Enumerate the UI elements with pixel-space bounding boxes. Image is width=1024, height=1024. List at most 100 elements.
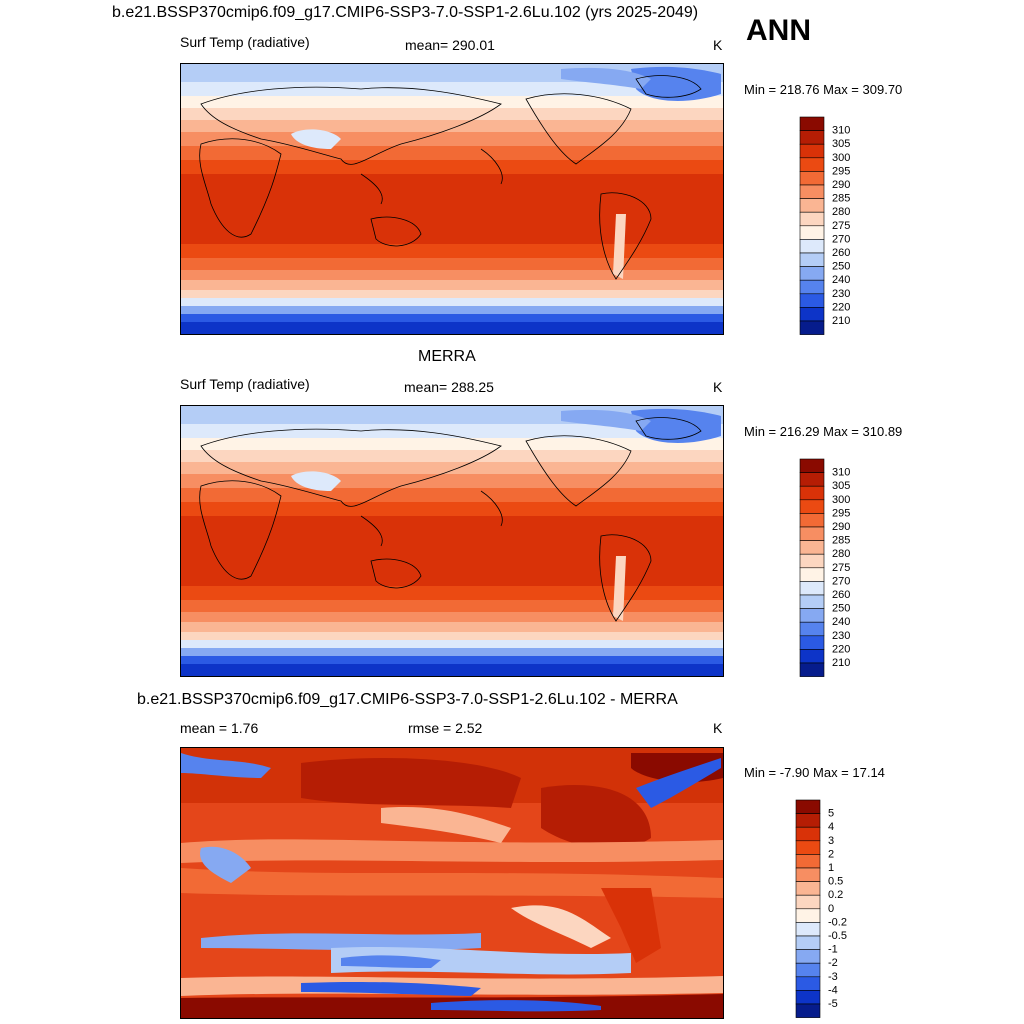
figure-title: b.e21.BSSP370cmip6.f09_g17.CMIP6-SSP3-7.… [112, 4, 699, 21]
colorbar-swatch [799, 130, 825, 145]
colorbar-swatch [795, 949, 821, 964]
colorbar-tick-label: 230 [832, 288, 850, 300]
colorbar-tick-label: 305 [832, 138, 850, 150]
colorbar-tick-label: 3 [828, 835, 834, 847]
colorbar-tick-label: 0.5 [828, 876, 843, 888]
colorbar-tick-label: 270 [832, 575, 850, 587]
panel1-mean-label: mean= 290.01 [405, 37, 495, 53]
colorbar-swatch [795, 894, 821, 910]
panel2-variable-label: Surf Temp (radiative) [180, 376, 310, 392]
colorbar-swatch [799, 567, 825, 582]
colorbar-swatch [799, 662, 825, 677]
colorbar-tick-label: 210 [832, 657, 850, 669]
colorbar-tick-label: 220 [832, 301, 850, 313]
colorbar-tick-label: 4 [828, 821, 834, 833]
colorbar-swatch [799, 211, 825, 227]
colorbar-tick-label: 5 [828, 808, 834, 820]
colorbar-tick-label: 305 [832, 480, 850, 492]
colorbar-swatch [799, 553, 825, 569]
colorbar-tick-label: -4 [828, 984, 838, 996]
colorbar-tick-label: 260 [832, 589, 850, 601]
colorbar-swatch [799, 239, 825, 254]
colorbar-tick-label: 260 [832, 247, 850, 259]
panel3-map-field [181, 748, 723, 1018]
panel1-minmax-label: Min = 218.76 Max = 309.70 [744, 82, 903, 97]
colorbar-swatch [799, 540, 825, 555]
colorbar-tick-label: -2 [828, 957, 838, 969]
colorbar-tick-label: 2 [828, 848, 834, 860]
colorbar-swatch [799, 252, 825, 267]
colorbar-swatch [799, 198, 825, 213]
panel2-title: MERRA [418, 348, 476, 365]
panel2-mean-label: mean= 288.25 [404, 379, 494, 395]
colorbar-swatch [795, 867, 821, 882]
colorbar-swatch [799, 608, 825, 623]
colorbar-tick-label: 310 [832, 125, 850, 137]
colorbar-tick-label: -0.2 [828, 916, 847, 928]
colorbar-tick-label: 275 [832, 220, 850, 232]
colorbar-swatch [799, 621, 825, 637]
colorbar-swatch [799, 499, 825, 514]
colorbar-swatch [795, 922, 821, 937]
colorbar-swatch [795, 908, 821, 923]
colorbar-tick-label: 285 [832, 193, 850, 205]
panel3-minmax-label: Min = -7.90 Max = 17.14 [744, 765, 885, 780]
colorbar-tick-label: 0 [828, 903, 834, 915]
colorbar-tick-label: 300 [832, 494, 850, 506]
panel2-map [180, 405, 724, 677]
colorbar-tick-label: 290 [832, 521, 850, 533]
colorbar-tick-label: 295 [832, 507, 850, 519]
colorbar-swatch [799, 157, 825, 172]
colorbar-tick-label: -5 [828, 998, 838, 1010]
colorbar-tick-label: 1 [828, 862, 834, 874]
colorbar-swatch [799, 143, 825, 159]
colorbar-swatch [799, 266, 825, 281]
colorbar-tick-label: 310 [832, 467, 850, 479]
colorbar-tick-label: -0.5 [828, 930, 847, 942]
panel3-units-label: K [713, 720, 723, 736]
panel3-rmse-label: rmse = 2.52 [408, 720, 483, 736]
colorbar-swatch [799, 171, 825, 186]
colorbar-swatch [795, 813, 821, 828]
colorbar-swatch [799, 320, 825, 335]
panel2-minmax-label: Min = 216.29 Max = 310.89 [744, 424, 903, 439]
colorbar-tick-label: 0.2 [828, 889, 843, 901]
colorbar-tick-label: 270 [832, 233, 850, 245]
colorbar-tick-label: 250 [832, 261, 850, 273]
colorbar-swatch [799, 649, 825, 664]
colorbar-swatch [799, 594, 825, 609]
colorbar-swatch [799, 293, 825, 308]
colorbar-swatch [799, 635, 825, 650]
panel1-map [180, 63, 724, 335]
panel2-units-label: K [713, 379, 723, 395]
colorbar-swatch [795, 799, 821, 814]
panel1-units-label: K [713, 37, 723, 53]
colorbar-tick-label: 240 [832, 274, 850, 286]
colorbar-swatch [795, 826, 821, 842]
panel1-colorbar: 310 305 300 295 290 285 280 275 270 260 250 240 230 2… [799, 116, 869, 341]
colorbar-tick-label: 285 [832, 535, 850, 547]
panel2-colorbar: 310 305 300 295 290 285 280 275 270 260 250 240 230 2… [799, 458, 869, 683]
colorbar-swatch [799, 458, 825, 473]
colorbar-tick-label: -1 [828, 944, 838, 956]
panel2-map-field [181, 406, 723, 676]
panel3-map [180, 747, 724, 1019]
colorbar-swatch [795, 881, 821, 896]
colorbar-swatch [799, 581, 825, 596]
colorbar-swatch [799, 513, 825, 528]
colorbar-swatch [799, 184, 825, 199]
colorbar-svg: 54 32 1 0.50.2 0-0.2 -0.5 -1-2 -3-4 -5 [795, 799, 847, 1018]
colorbar-swatch [795, 990, 821, 1005]
colorbar-tick-label: 295 [832, 165, 850, 177]
colorbar-tick-label: 250 [832, 603, 850, 615]
colorbar-swatch [799, 279, 825, 295]
colorbar-swatch [795, 840, 821, 855]
colorbar-tick-label: 240 [832, 616, 850, 628]
colorbar-tick-label: 280 [832, 548, 850, 560]
colorbar-swatch [795, 976, 821, 991]
colorbar-tick-label: 230 [832, 630, 850, 642]
colorbar-swatch [799, 225, 825, 240]
colorbar-tick-label: 275 [832, 562, 850, 574]
panel3-title: b.e21.BSSP370cmip6.f09_g17.CMIP6-SSP3-7.… [137, 691, 678, 708]
